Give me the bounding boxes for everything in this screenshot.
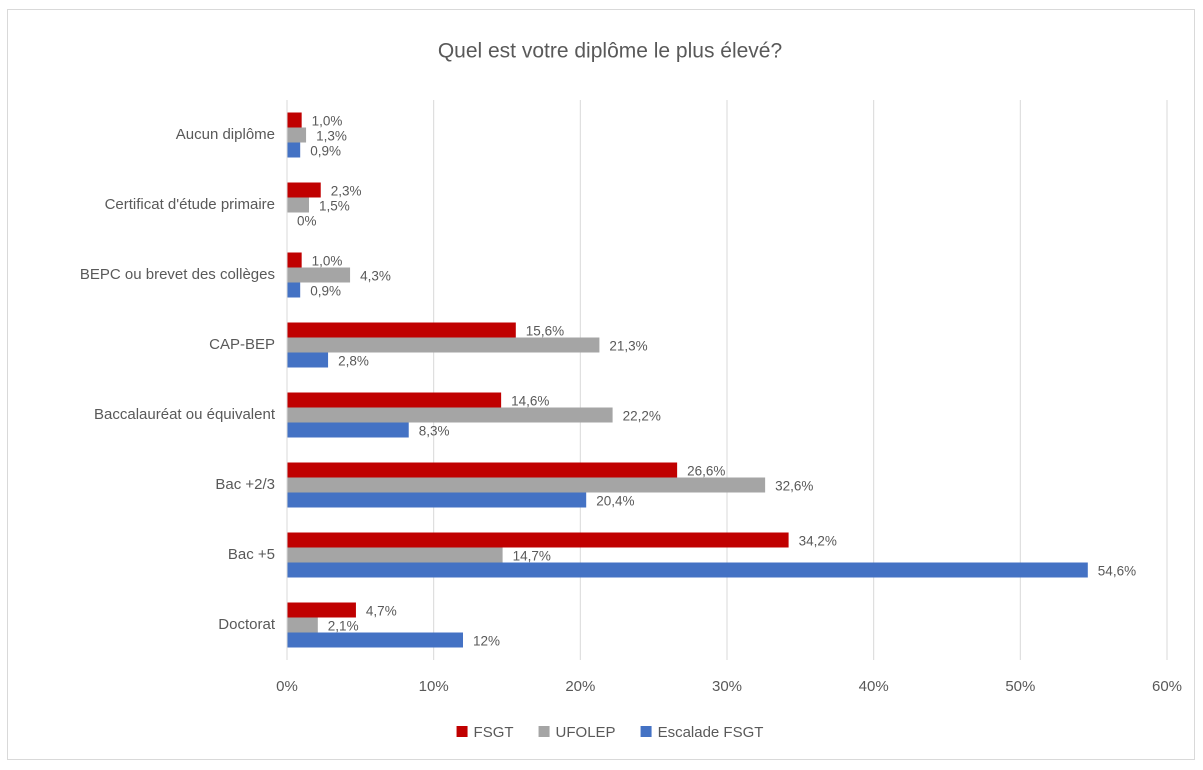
legend-label: Escalade FSGT: [658, 724, 764, 741]
bar: [287, 617, 318, 633]
chart-title: Quel est votre diplôme le plus élevé?: [438, 40, 782, 63]
x-tick-label: 30%: [712, 678, 742, 695]
data-label: 0%: [297, 214, 317, 229]
x-tick-label: 0%: [276, 678, 298, 695]
data-label: 1,0%: [312, 254, 343, 269]
data-label: 4,3%: [360, 269, 391, 284]
legend-label: FSGT: [474, 724, 514, 741]
data-label: 15,6%: [526, 324, 564, 339]
bar: [287, 532, 789, 548]
legend-label: UFOLEP: [556, 724, 616, 741]
data-label: 1,3%: [316, 129, 347, 144]
y-tick-label: Certificat d'étude primaire: [105, 196, 275, 213]
data-label: 0,9%: [310, 144, 341, 159]
y-tick-label: Bac +2/3: [215, 476, 275, 493]
x-tick-label: 40%: [859, 678, 889, 695]
bar: [287, 352, 329, 368]
data-label: 14,6%: [511, 394, 549, 409]
data-label: 32,6%: [775, 479, 813, 494]
data-label: 1,0%: [312, 114, 343, 129]
data-label: 54,6%: [1098, 564, 1136, 579]
data-label: 14,7%: [513, 549, 551, 564]
data-label: 26,6%: [687, 464, 725, 479]
data-label: 2,1%: [328, 619, 359, 634]
y-tick-label: Bac +5: [228, 546, 275, 563]
data-label: 2,8%: [338, 354, 369, 369]
x-tick-label: 20%: [565, 678, 595, 695]
bar: [287, 602, 356, 618]
bar: [287, 182, 321, 198]
bar: [287, 197, 309, 213]
data-label: 34,2%: [799, 534, 837, 549]
data-label: 4,7%: [366, 604, 397, 619]
y-tick-label: Baccalauréat ou équivalent: [94, 406, 276, 423]
bar: [287, 322, 516, 338]
bar: [287, 282, 301, 298]
data-label: 1,5%: [319, 199, 350, 214]
data-label: 8,3%: [419, 424, 450, 439]
chart-border: [7, 9, 1195, 760]
data-label: 0,9%: [310, 284, 341, 299]
data-label: 21,3%: [609, 339, 647, 354]
bar: [287, 112, 302, 128]
bar: [287, 407, 613, 423]
y-tick-label: Doctorat: [218, 616, 276, 633]
legend-swatch: [640, 726, 652, 737]
bar: [287, 547, 503, 563]
bar: [287, 392, 502, 408]
data-label: 12%: [473, 634, 500, 649]
data-label: 20,4%: [596, 494, 634, 509]
bar: [287, 477, 766, 493]
bar: [287, 267, 351, 283]
bar: [287, 142, 301, 158]
x-tick-label: 50%: [1005, 678, 1035, 695]
y-tick-label: BEPC ou brevet des collèges: [80, 266, 275, 283]
legend-swatch: [538, 726, 550, 737]
x-tick-label: 60%: [1152, 678, 1182, 695]
bar: [287, 562, 1088, 578]
data-label: 2,3%: [331, 184, 362, 199]
bar: [287, 632, 463, 648]
bar: [287, 252, 302, 268]
legend-swatch: [456, 726, 468, 737]
bar: [287, 337, 600, 353]
data-label: 22,2%: [623, 409, 661, 424]
bar: [287, 127, 307, 143]
bar: [287, 422, 409, 438]
y-tick-label: Aucun diplôme: [176, 126, 275, 143]
x-tick-label: 10%: [419, 678, 449, 695]
y-tick-label: CAP-BEP: [209, 336, 275, 353]
bar: [287, 462, 678, 478]
bar: [287, 492, 587, 508]
